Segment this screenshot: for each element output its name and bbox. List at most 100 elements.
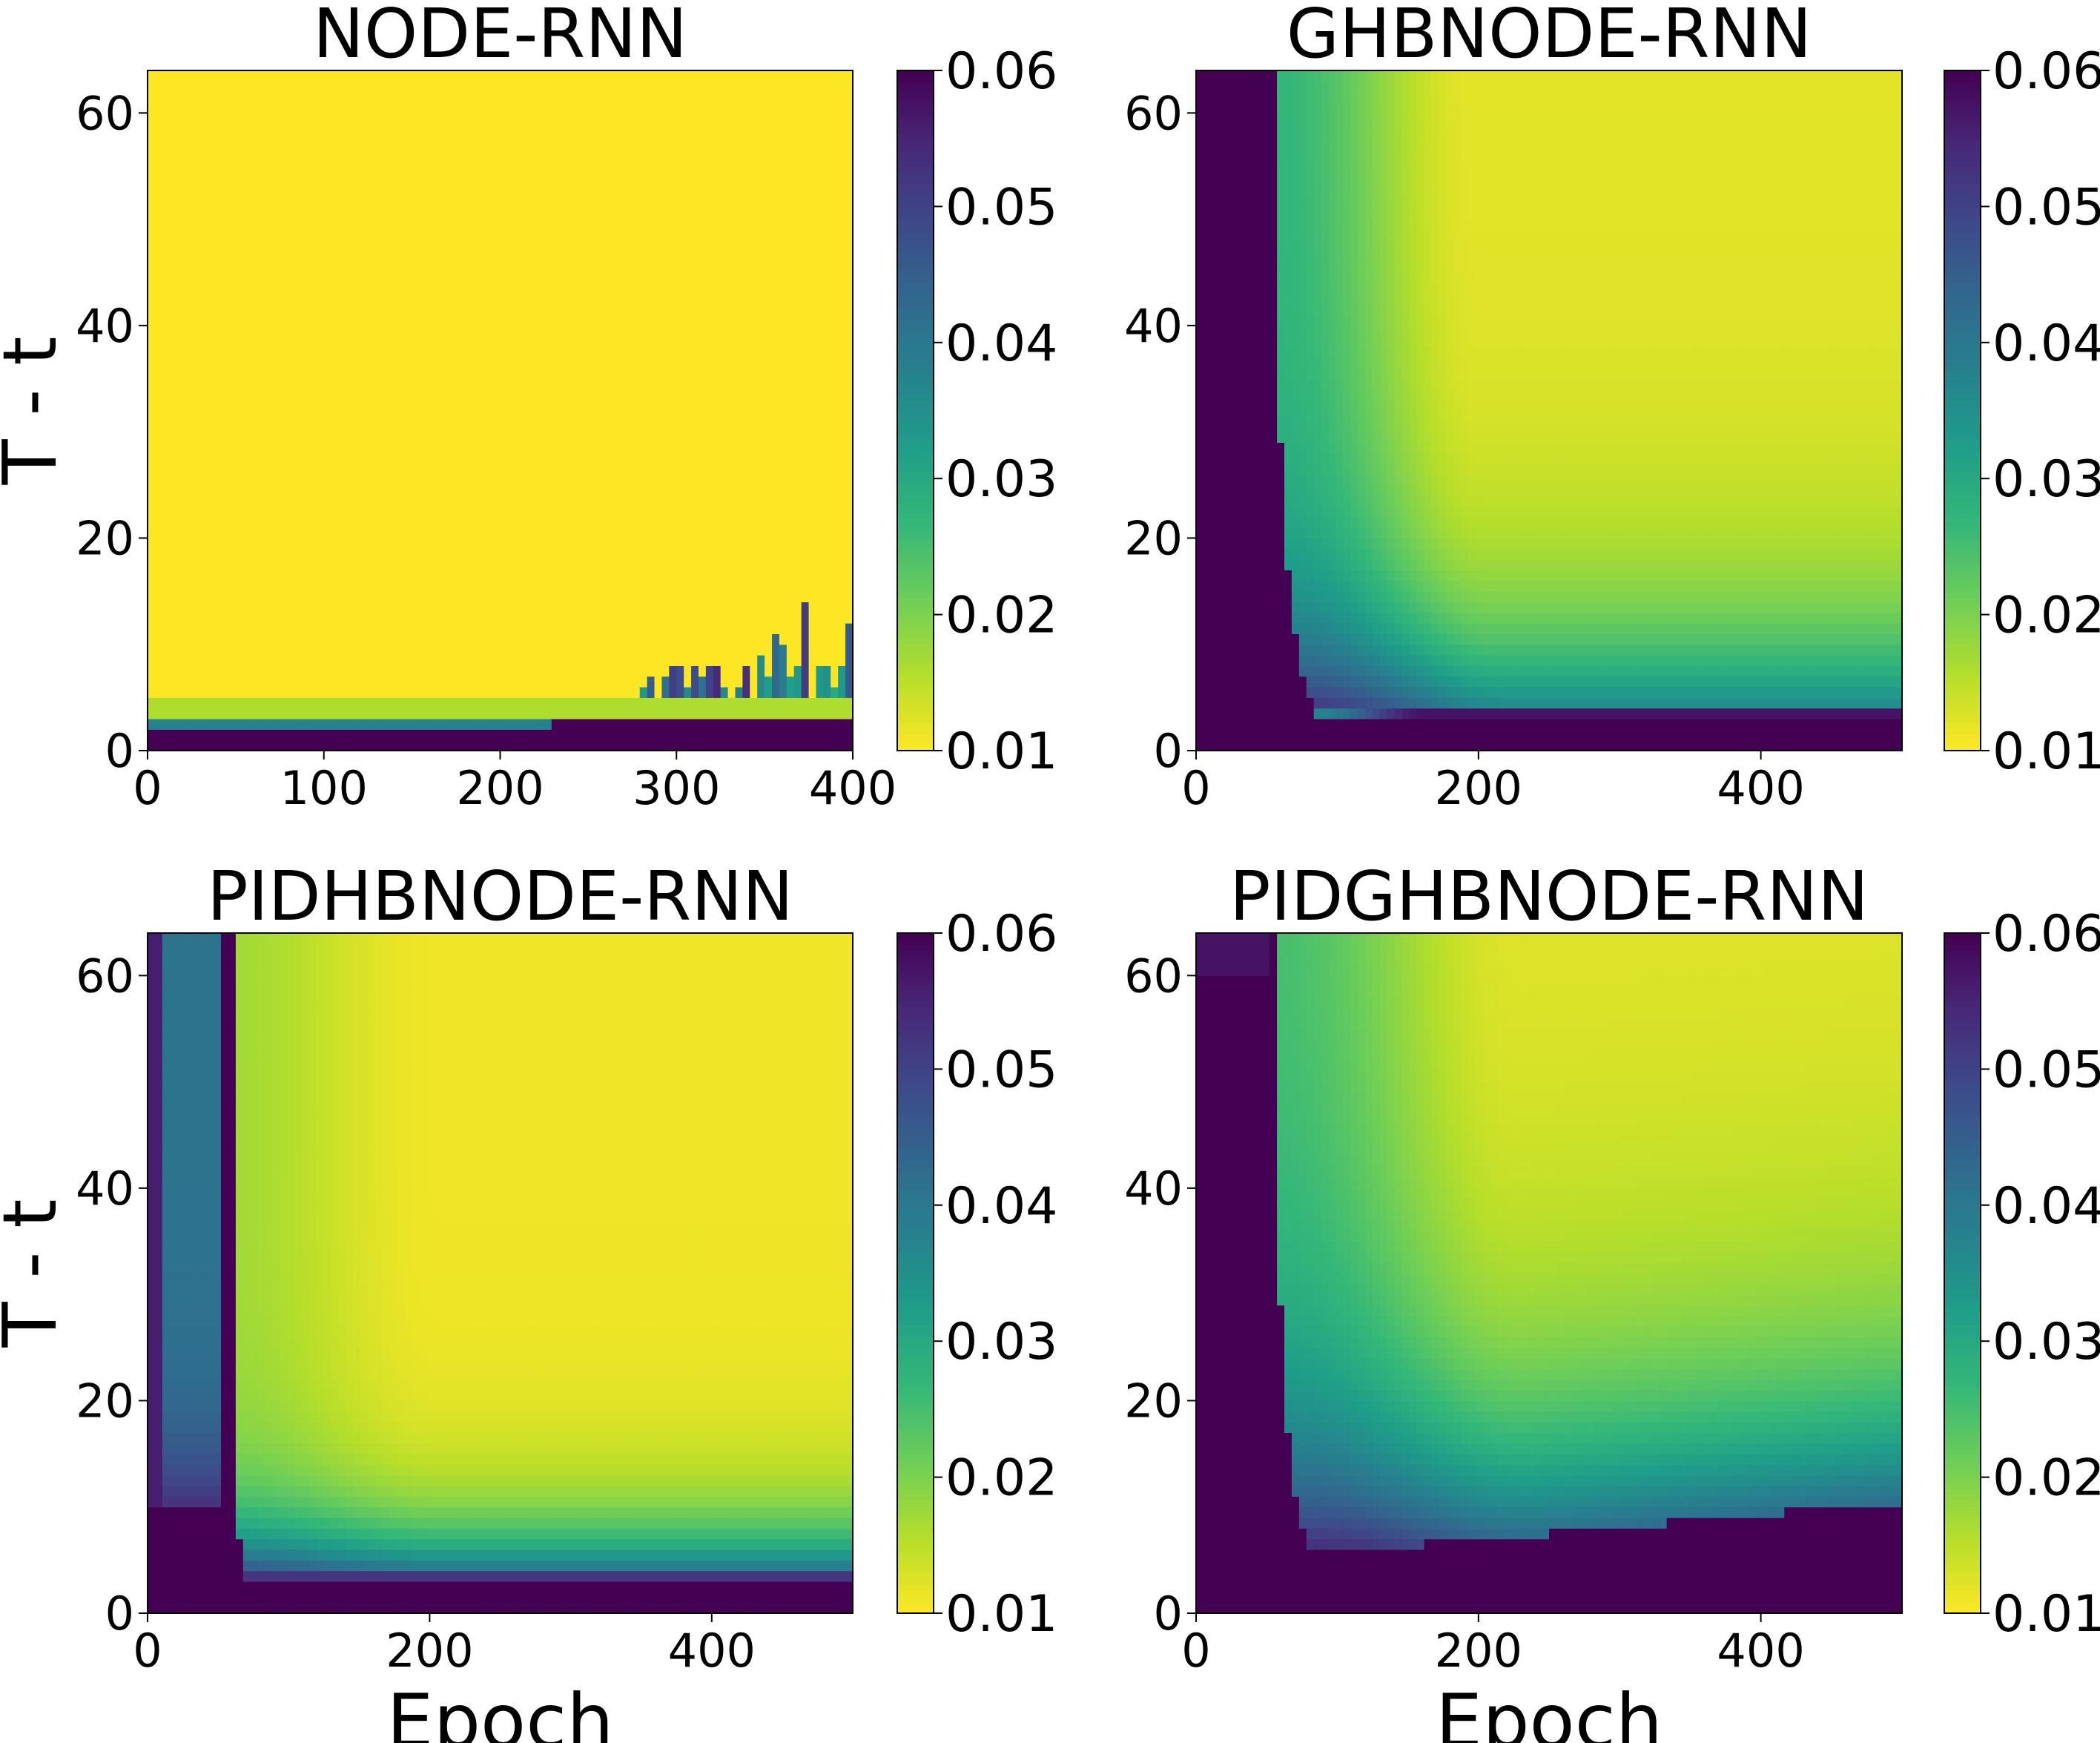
heatmap-cell [383,123,391,135]
heatmap-cell [242,177,251,188]
heatmap-cell [184,325,193,337]
heatmap-cell [654,91,663,103]
heatmap-cell [669,187,677,199]
heatmap-cell [265,155,274,167]
heatmap-cell [647,623,656,634]
heatmap-cell [199,389,207,401]
heatmap-cell [537,623,545,634]
heatmap-cell [654,623,663,634]
heatmap-cell [588,708,596,719]
heatmap-cell [257,559,266,571]
heatmap-cell [588,548,596,560]
heatmap-cell [676,729,684,741]
heatmap-cell [184,378,193,390]
heatmap-cell [302,261,310,273]
heatmap-cell [573,378,582,390]
heatmap-cell [331,484,340,496]
heatmap-cell [705,665,714,677]
heatmap-cell [308,304,317,316]
heatmap-cell [331,452,340,464]
heatmap-cell [250,400,259,412]
heatmap-cell [397,633,406,645]
heatmap-cell [206,421,214,432]
heatmap-cell [257,474,266,486]
heatmap-cell [162,240,171,252]
heatmap-cell [456,655,464,666]
heatmap-cell [199,676,207,688]
heatmap-cell [302,676,310,688]
heatmap-cell [265,495,274,507]
heatmap-cell [397,70,406,82]
heatmap-cell [272,633,280,645]
heatmap-cell [492,229,501,241]
heatmap-cell [287,623,295,634]
heatmap-cell [610,155,618,167]
heatmap-cell [603,708,611,719]
heatmap-cell [500,516,509,528]
heatmap-cell [338,623,347,634]
heatmap-cell [654,708,663,719]
heatmap-cell [338,187,347,199]
heatmap-cell [346,442,354,454]
heatmap-cell [419,410,428,422]
heatmap-cell [632,357,641,369]
heatmap-cell [250,251,259,263]
heatmap-cell [294,708,303,719]
heatmap-cell [257,421,266,432]
heatmap-cell [323,261,332,273]
heatmap-cell [316,432,325,444]
heatmap-cell [676,70,684,82]
heatmap-cell [661,208,670,220]
heatmap-cell [199,527,207,539]
heatmap-cell [389,134,398,145]
heatmap-cell [661,70,670,82]
heatmap-cell [434,346,442,358]
heatmap-cell [162,739,171,751]
heatmap-cell [257,113,266,125]
heatmap-cell [691,177,699,188]
heatmap-cell [199,378,207,390]
heatmap-cell [441,272,449,284]
heatmap-cell [280,591,288,603]
heatmap-cell [346,314,354,326]
heatmap-cell [485,251,494,263]
heatmap-cell [331,516,340,528]
heatmap-cell [162,293,171,305]
heatmap-cell [684,325,692,337]
heatmap-cell [691,676,699,688]
heatmap-cell [242,197,251,209]
heatmap-cell [639,612,648,624]
heatmap-cell [537,251,545,263]
heatmap-cell [265,325,274,337]
heatmap-cell [691,421,699,432]
heatmap-cell [280,464,288,475]
heatmap-cell [698,452,707,464]
heatmap-cell [691,719,699,730]
heatmap-cell [610,708,618,719]
heatmap-cell [558,155,567,167]
heatmap-cell [412,155,420,167]
heatmap-cell [522,155,530,167]
heatmap-cell [389,261,398,273]
heatmap-cell [221,527,229,539]
heatmap-cell [661,739,670,751]
heatmap-cell [426,272,435,284]
heatmap-cell [684,665,692,677]
heatmap-cell [338,474,347,486]
heatmap-cell [280,452,288,464]
heatmap-cell [522,165,530,177]
heatmap-cell [558,102,567,113]
heatmap-cell [610,729,618,741]
heatmap-cell [353,548,361,560]
heatmap-cell [522,644,530,656]
heatmap-cell [603,165,611,177]
heatmap-cell [449,739,457,751]
heatmap-cell [618,623,626,634]
heatmap-cell [492,665,501,677]
heatmap-cell [434,464,442,475]
heatmap-cell [199,272,207,284]
heatmap-cell [265,378,274,390]
heatmap-cell [456,559,464,571]
heatmap-cell [624,251,633,263]
heatmap-cell [698,548,707,560]
